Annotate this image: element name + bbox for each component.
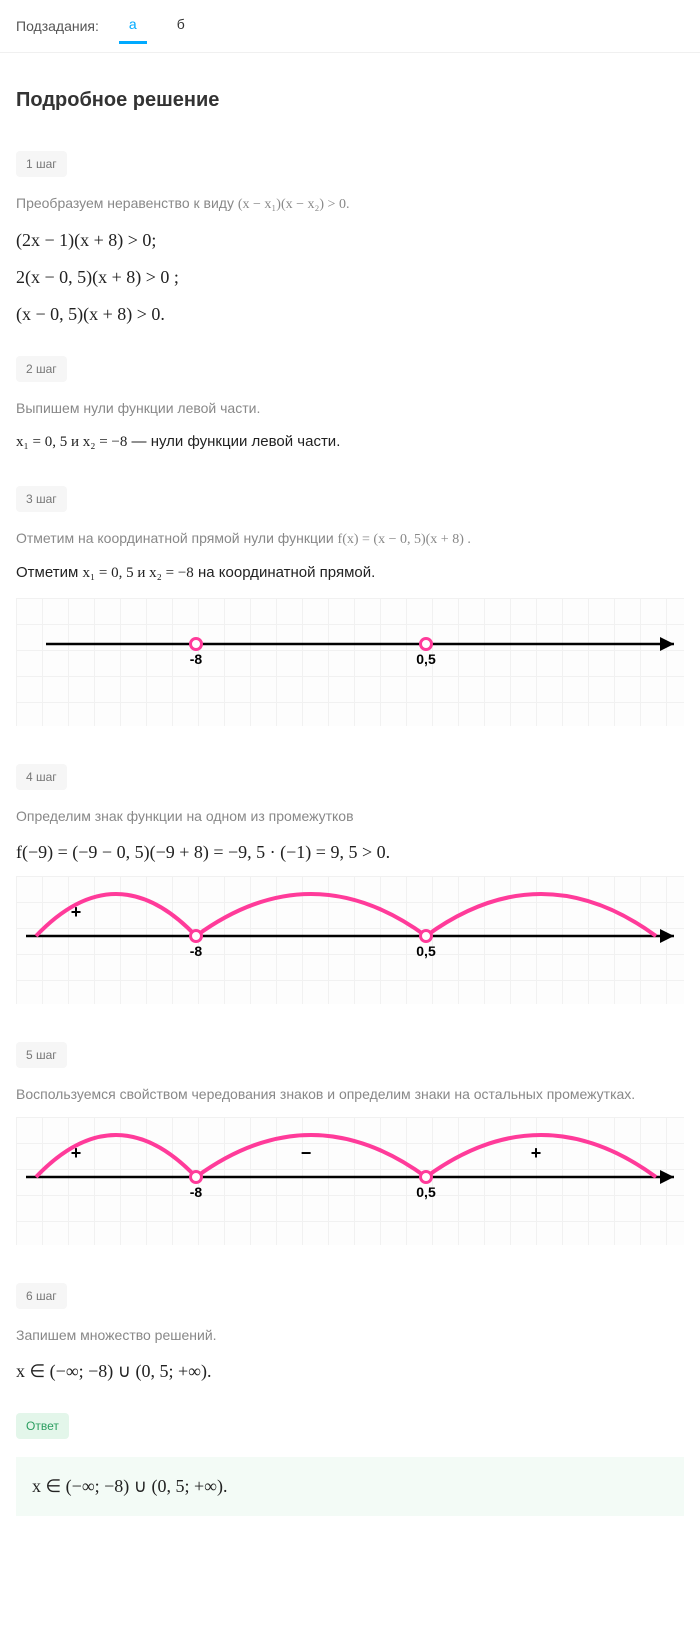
step-1-desc-pre: Преобразуем неравенство к виду	[16, 195, 238, 211]
svg-text:+: +	[71, 1143, 82, 1163]
diagram-step-4: -8 0,5 +	[16, 876, 684, 1004]
page-title: Подробное решение	[16, 85, 684, 115]
tab-a[interactable]: а	[119, 8, 147, 44]
step-3-body-math: x₁ = 0, 5 и x₂ = −8	[82, 565, 193, 581]
step-4-desc: Определим знак функции на одном из проме…	[16, 806, 684, 827]
step-3-desc-math: f(x) = (x − 0, 5)(x + 8) .	[338, 532, 471, 547]
step-badge-2: 2 шаг	[16, 356, 67, 382]
step-3-desc-pre: Отметим на координатной прямой нули функ…	[16, 530, 338, 546]
step-badge-1: 1 шаг	[16, 151, 67, 177]
step-6-math-1: x ∈ (−∞; −8) ∪ (0, 5; +∞).	[16, 1358, 684, 1385]
step-3-body: Отметим x₁ = 0, 5 и x₂ = −8 на координат…	[16, 562, 684, 585]
answer-box: x ∈ (−∞; −8) ∪ (0, 5; +∞).	[16, 1457, 684, 1516]
svg-text:-8: -8	[190, 1184, 203, 1200]
step-1-math-2: 2(x − 0, 5)(x + 8) > 0 ;	[16, 264, 684, 291]
step-1-desc-math: (x − x₁)(x − x₂) > 0.	[238, 197, 350, 212]
step-badge-6: 6 шаг	[16, 1283, 67, 1309]
step-2-body: x₁ = 0, 5 и x₂ = −8 — нули функции левой…	[16, 431, 684, 454]
svg-text:+: +	[71, 902, 82, 922]
step-4-math-1: f(−9) = (−9 − 0, 5)(−9 + 8) = −9, 5 · (−…	[16, 839, 684, 866]
svg-text:0,5: 0,5	[416, 1184, 436, 1200]
step-badge-4: 4 шаг	[16, 764, 67, 790]
step-2-desc: Выпишем нули функции левой части.	[16, 398, 684, 419]
step-1-desc: Преобразуем неравенство к виду (x − x₁)(…	[16, 193, 684, 215]
svg-text:+: +	[531, 1143, 542, 1163]
step-1-math-3: (x − 0, 5)(x + 8) > 0.	[16, 301, 684, 328]
step-1-math-1: (2x − 1)(x + 8) > 0;	[16, 227, 684, 254]
diagram-step-5: -8 0,5 + − +	[16, 1117, 684, 1245]
tab-b[interactable]: б	[167, 8, 195, 44]
step-3-body-post: на координатной прямой.	[194, 564, 375, 581]
answer-badge: Ответ	[16, 1413, 69, 1439]
svg-text:0,5: 0,5	[416, 651, 436, 667]
svg-text:-8: -8	[190, 651, 203, 667]
tabs-label: Подзадания:	[16, 16, 99, 37]
svg-text:-8: -8	[190, 943, 203, 959]
step-2-body-post: — нули функции левой части.	[127, 433, 340, 450]
svg-text:0,5: 0,5	[416, 943, 436, 959]
step-badge-3: 3 шаг	[16, 486, 67, 512]
step-3-body-pre: Отметим	[16, 564, 82, 581]
svg-text:−: −	[301, 1143, 312, 1163]
content: Подробное решение 1 шаг Преобразуем нера…	[0, 53, 700, 1532]
step-6-desc: Запишем множество решений.	[16, 1325, 684, 1346]
step-5-desc: Воспользуемся свойством чередования знак…	[16, 1084, 684, 1105]
step-3-desc: Отметим на координатной прямой нули функ…	[16, 528, 684, 550]
diagram-step-3: -8 0,5	[16, 598, 684, 726]
answer-math: x ∈ (−∞; −8) ∪ (0, 5; +∞).	[32, 1476, 227, 1496]
tabs-bar: Подзадания: а б	[0, 0, 700, 53]
step-badge-5: 5 шаг	[16, 1042, 67, 1068]
step-2-body-math: x₁ = 0, 5 и x₂ = −8	[16, 434, 127, 450]
